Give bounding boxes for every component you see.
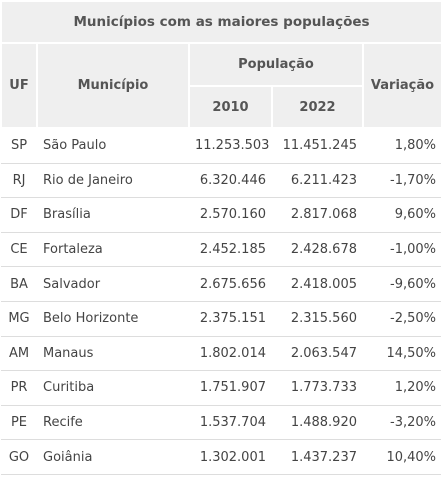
pop-2010-cell: 1.802.014 xyxy=(189,336,272,372)
pop-2022-cell: 1.773.733 xyxy=(272,370,363,406)
pop-2010-cell: 1.302.001 xyxy=(189,439,272,475)
variacao-cell: 10,40% xyxy=(363,439,441,475)
table-row: CE Fortaleza 2.452.185 2.428.678 -1,00% xyxy=(1,232,441,268)
pop-2022-cell: 2.428.678 xyxy=(272,232,363,268)
municipio-cell: Recife xyxy=(37,405,189,441)
variacao-cell: 14,50% xyxy=(363,336,441,372)
table-row: MG Belo Horizonte 2.375.151 2.315.560 -2,50% xyxy=(1,301,441,337)
uf-cell: PR xyxy=(1,370,37,406)
municipio-cell: Goiânia xyxy=(37,439,189,475)
uf-cell: MG xyxy=(1,301,37,337)
variacao-cell: -2,50% xyxy=(363,301,441,337)
header-populacao: População xyxy=(188,42,364,87)
uf-cell: DF xyxy=(1,197,37,233)
pop-2010-cell: 1.751.907 xyxy=(189,370,272,406)
pop-2010-cell: 2.452.185 xyxy=(189,232,272,268)
pop-2010-cell: 6.320.446 xyxy=(189,163,272,199)
variacao-cell: -3,20% xyxy=(363,405,441,441)
municipio-cell: Salvador xyxy=(37,266,189,302)
table-body: SP São Paulo 11.253.503 11.451.245 1,80% RJ Ri… xyxy=(1,128,441,475)
pop-2010-cell: 1.537.704 xyxy=(189,405,272,441)
table-row: RJ Rio de Janeiro 6.320.446 6.211.423 -1,70% xyxy=(1,163,441,199)
table-row: AM Manaus 1.802.014 2.063.547 14,50% xyxy=(1,336,441,372)
table-row: GO Goiânia 1.302.001 1.437.237 10,40% xyxy=(1,439,441,475)
table-row: PR Curitiba 1.751.907 1.773.733 1,20% xyxy=(1,370,441,406)
header-uf: UF xyxy=(0,42,38,129)
header-variacao: Variação xyxy=(361,42,441,129)
pop-2022-cell: 2.063.547 xyxy=(272,336,363,372)
variacao-cell: 9,60% xyxy=(363,197,441,233)
table-row: SP São Paulo 11.253.503 11.451.245 1,80% xyxy=(1,128,441,164)
municipio-cell: Fortaleza xyxy=(37,232,189,268)
table-title: Municípios com as maiores populações xyxy=(0,0,441,44)
pop-2010-cell: 2.675.656 xyxy=(189,266,272,302)
pop-2022-cell: 2.817.068 xyxy=(272,197,363,233)
uf-cell: AM xyxy=(1,336,37,372)
pop-2022-cell: 2.418.005 xyxy=(272,266,363,302)
header-2022: 2022 xyxy=(271,85,364,129)
municipio-cell: Manaus xyxy=(37,336,189,372)
municipio-cell: São Paulo xyxy=(37,128,189,164)
header-2010: 2010 xyxy=(188,85,273,129)
table-row: DF Brasília 2.570.160 2.817.068 9,60% xyxy=(1,197,441,233)
uf-cell: CE xyxy=(1,232,37,268)
pop-2010-cell: 2.375.151 xyxy=(189,301,272,337)
pop-2022-cell: 11.451.245 xyxy=(272,128,363,164)
variacao-cell: -1,00% xyxy=(363,232,441,268)
municipio-cell: Curitiba xyxy=(37,370,189,406)
variacao-cell: -1,70% xyxy=(363,163,441,199)
uf-cell: GO xyxy=(1,439,37,475)
municipio-cell: Belo Horizonte xyxy=(37,301,189,337)
table-row: PE Recife 1.537.704 1.488.920 -3,20% xyxy=(1,405,441,441)
uf-cell: SP xyxy=(1,128,37,164)
pop-2010-cell: 2.570.160 xyxy=(189,197,272,233)
pop-2022-cell: 2.315.560 xyxy=(272,301,363,337)
pop-2022-cell: 6.211.423 xyxy=(272,163,363,199)
variacao-cell: 1,80% xyxy=(363,128,441,164)
pop-2022-cell: 1.437.237 xyxy=(272,439,363,475)
variacao-cell: -9,60% xyxy=(363,266,441,302)
pop-2010-cell: 11.253.503 xyxy=(189,128,272,164)
pop-2022-cell: 1.488.920 xyxy=(272,405,363,441)
municipio-cell: Rio de Janeiro xyxy=(37,163,189,199)
header-municipio: Município xyxy=(36,42,190,129)
variacao-cell: 1,20% xyxy=(363,370,441,406)
municipio-cell: Brasília xyxy=(37,197,189,233)
uf-cell: PE xyxy=(1,405,37,441)
table-row: BA Salvador 2.675.656 2.418.005 -9,60% xyxy=(1,266,441,302)
uf-cell: RJ xyxy=(1,163,37,199)
uf-cell: BA xyxy=(1,266,37,302)
